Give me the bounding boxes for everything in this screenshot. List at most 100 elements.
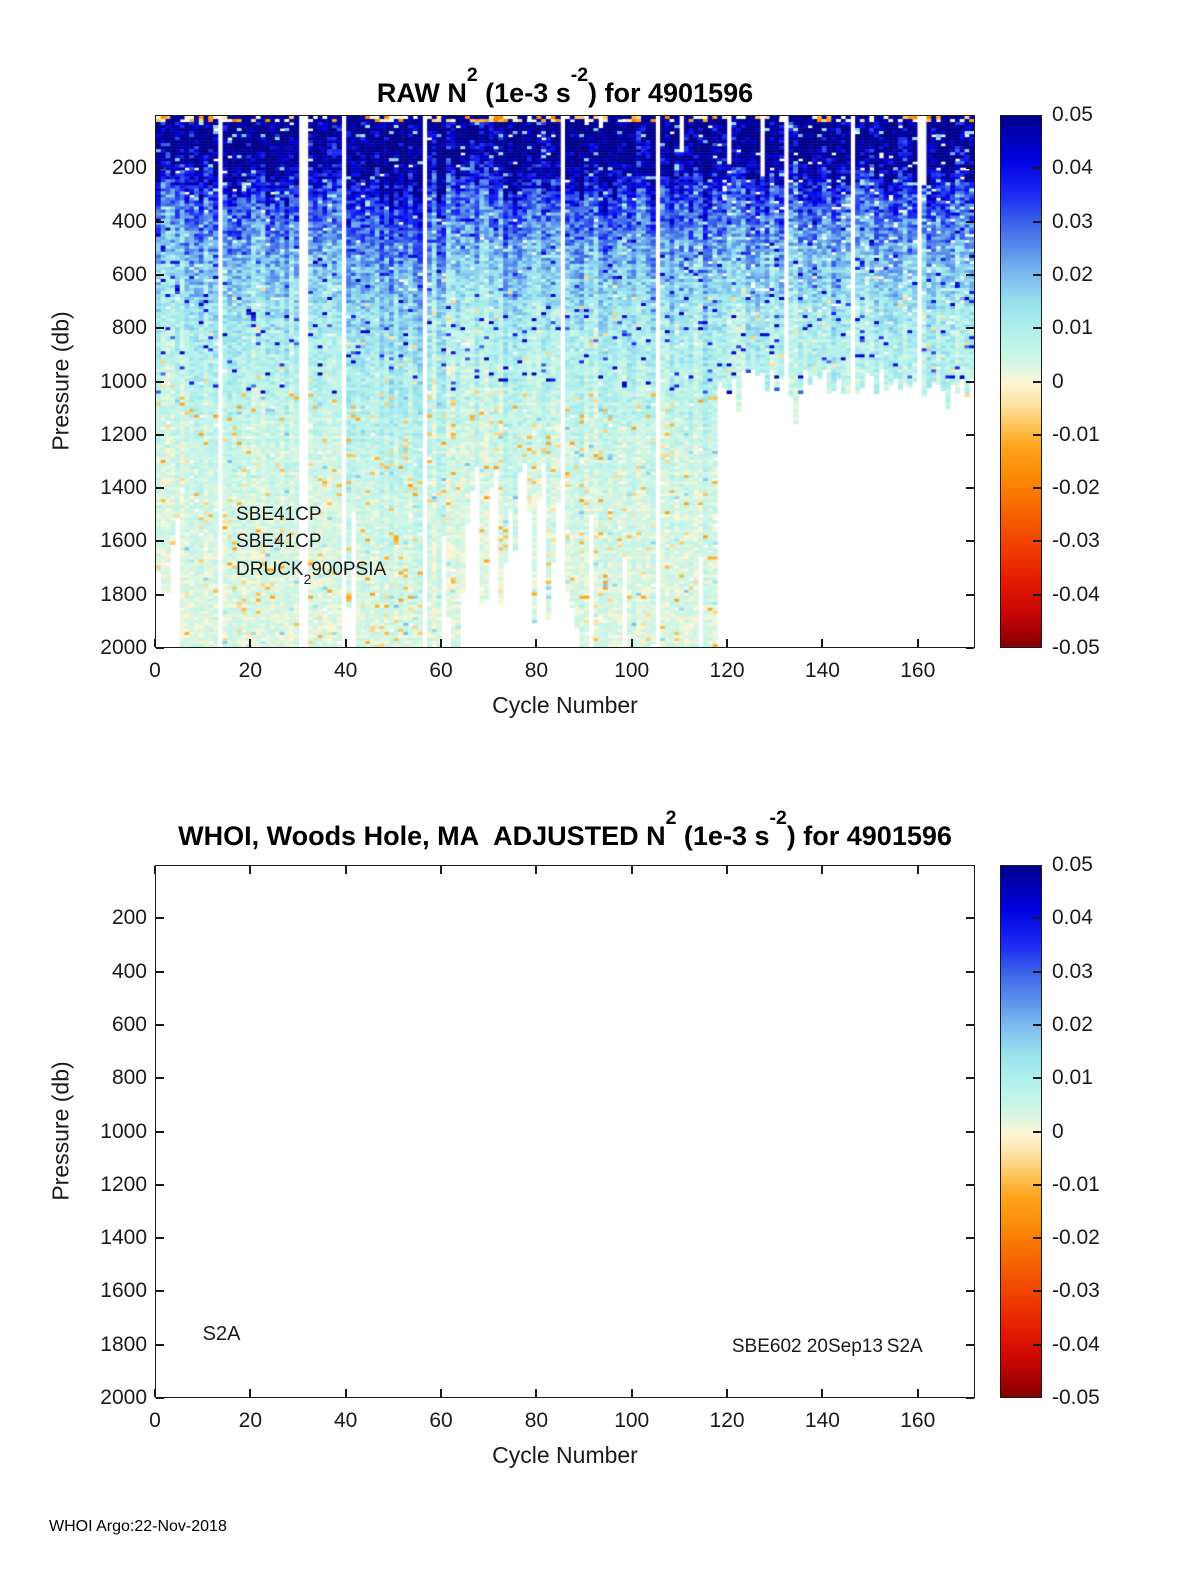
x-tick-mark [154, 639, 156, 647]
x-tick-mark-top [630, 866, 633, 874]
y-tick-mark-right [966, 970, 974, 973]
x-tick-mark [440, 639, 443, 647]
y-tick-mark-right [966, 1237, 974, 1240]
colorbar-tick-label: 0.01 [1052, 316, 1093, 340]
colorbar-tick-label: 0.04 [1052, 906, 1093, 930]
colorbar-tick-label: -0.03 [1052, 1279, 1100, 1303]
y-tick-mark-right [966, 273, 974, 276]
y-tick-mark [156, 917, 164, 920]
raw-panel-title: RAW N2 (1e-3 s-2) for 4901596 [155, 64, 975, 109]
x-tick-label: 140 [804, 1409, 840, 1432]
x-tick-mark [916, 1389, 919, 1397]
colorbar-tick-mark [1033, 970, 1041, 973]
x-tick-mark [249, 639, 252, 647]
colorbar-tick-mark [1033, 380, 1041, 383]
x-tick-mark [726, 1389, 729, 1397]
x-tick-label: 0 [149, 1409, 161, 1432]
y-tick-label: 2000 [100, 636, 147, 659]
y-tick-mark [156, 1130, 164, 1133]
title-superscript: -2 [570, 64, 589, 87]
colorbar-tick-mark [1033, 1077, 1041, 1080]
y-tick-mark-right [966, 1023, 974, 1026]
y-tick-mark [156, 647, 164, 649]
colorbar-tick-mark [1033, 1130, 1041, 1133]
annotation-text: S2A [886, 1335, 923, 1357]
y-tick-mark-right [966, 1343, 974, 1346]
title-text: ) for 4901596 [588, 78, 754, 108]
annotation-text: SBE602 20Sep13 [731, 1335, 883, 1357]
y-tick-mark [156, 970, 164, 973]
raw-heatmap-plot [155, 115, 975, 648]
x-tick-mark-top [726, 866, 729, 874]
title-superscript: 2 [466, 64, 478, 87]
y-tick-label: 800 [111, 1066, 147, 1090]
plot-annotation: SBE41CP [236, 504, 322, 526]
colorbar-tick-mark [1033, 593, 1041, 596]
colorbar-tick-label: -0.02 [1052, 476, 1100, 500]
adjusted-x-axis-label: Cycle Number [492, 1442, 638, 1468]
title-text: (1e-3 s [477, 78, 571, 108]
colorbar-tick-label: -0.01 [1052, 422, 1100, 446]
x-tick-mark [535, 1389, 538, 1397]
colorbar-tick-label: 0.03 [1052, 209, 1093, 233]
y-tick-mark [156, 1290, 164, 1293]
annotation-text: SBE41CP [236, 531, 322, 553]
colorbar-tick-label: 0.03 [1052, 959, 1093, 983]
footer-credit: WHOI Argo:22-Nov-2018 [49, 1518, 227, 1535]
y-tick-mark-right [966, 1183, 974, 1186]
colorbar-tick-mark [1033, 167, 1041, 170]
plot-annotation: S2A [203, 1323, 241, 1346]
title-text: ) for 4901596 [786, 821, 952, 851]
colorbar-tick-label: 0.02 [1052, 1012, 1093, 1036]
colorbar-tick-mark [1033, 327, 1041, 330]
y-tick-label: 600 [111, 1012, 147, 1036]
plot-annotation: SBE602 20Sep13 [732, 1336, 883, 1358]
y-tick-mark [156, 327, 164, 330]
x-tick-label: 160 [900, 1409, 936, 1432]
y-tick-label: 200 [111, 156, 147, 180]
x-tick-label: 0 [149, 659, 161, 682]
y-tick-mark [156, 220, 164, 223]
annotation-subscript: 2 [303, 572, 312, 588]
y-tick-label: 600 [111, 262, 147, 286]
y-tick-label: 1600 [100, 1279, 147, 1303]
x-tick-label: 140 [804, 659, 840, 682]
colorbar-tick-mark [1033, 487, 1041, 490]
colorbar-tick-mark [1033, 273, 1041, 276]
y-tick-mark [156, 1077, 164, 1080]
x-tick-label: 100 [614, 659, 650, 682]
annotation-text: SBE41CP [236, 503, 322, 525]
raw-x-axis-label: Cycle Number [492, 692, 638, 718]
y-tick-mark [156, 1183, 164, 1186]
y-tick-mark [156, 273, 164, 276]
title-text: (1e-3 s [676, 821, 770, 851]
colorbar-tick-mark [1033, 1237, 1041, 1240]
colorbar-tick-label: -0.05 [1052, 636, 1100, 659]
x-tick-mark-top [154, 866, 156, 874]
x-tick-label: 40 [334, 659, 358, 682]
annotation-text: 900PSIA [311, 558, 387, 580]
colorbar-tick-mark [1033, 1343, 1041, 1346]
y-tick-mark-right [966, 327, 974, 330]
y-tick-label: 400 [111, 209, 147, 233]
colorbar-tick-mark [1033, 1290, 1041, 1293]
y-tick-label: 1000 [100, 1119, 147, 1143]
x-tick-mark [630, 1389, 633, 1397]
colorbar-tick-label: -0.01 [1052, 1172, 1100, 1196]
y-tick-label: 1800 [100, 1332, 147, 1356]
x-tick-label: 120 [709, 659, 745, 682]
x-tick-mark-top [916, 866, 919, 874]
x-tick-mark-top [535, 866, 538, 874]
y-tick-mark [156, 1237, 164, 1240]
y-tick-mark-right [966, 917, 974, 920]
y-tick-mark-right [966, 487, 974, 490]
x-tick-mark [440, 1389, 443, 1397]
colorbar-tick-mark [1033, 1023, 1041, 1026]
y-tick-label: 1200 [100, 422, 147, 446]
colorbar-tick-label: -0.02 [1052, 1226, 1100, 1250]
y-tick-mark [156, 167, 164, 170]
x-tick-mark [344, 1389, 347, 1397]
x-tick-mark [726, 639, 729, 647]
x-tick-label: 60 [429, 1409, 453, 1432]
x-tick-label: 80 [524, 1409, 549, 1432]
